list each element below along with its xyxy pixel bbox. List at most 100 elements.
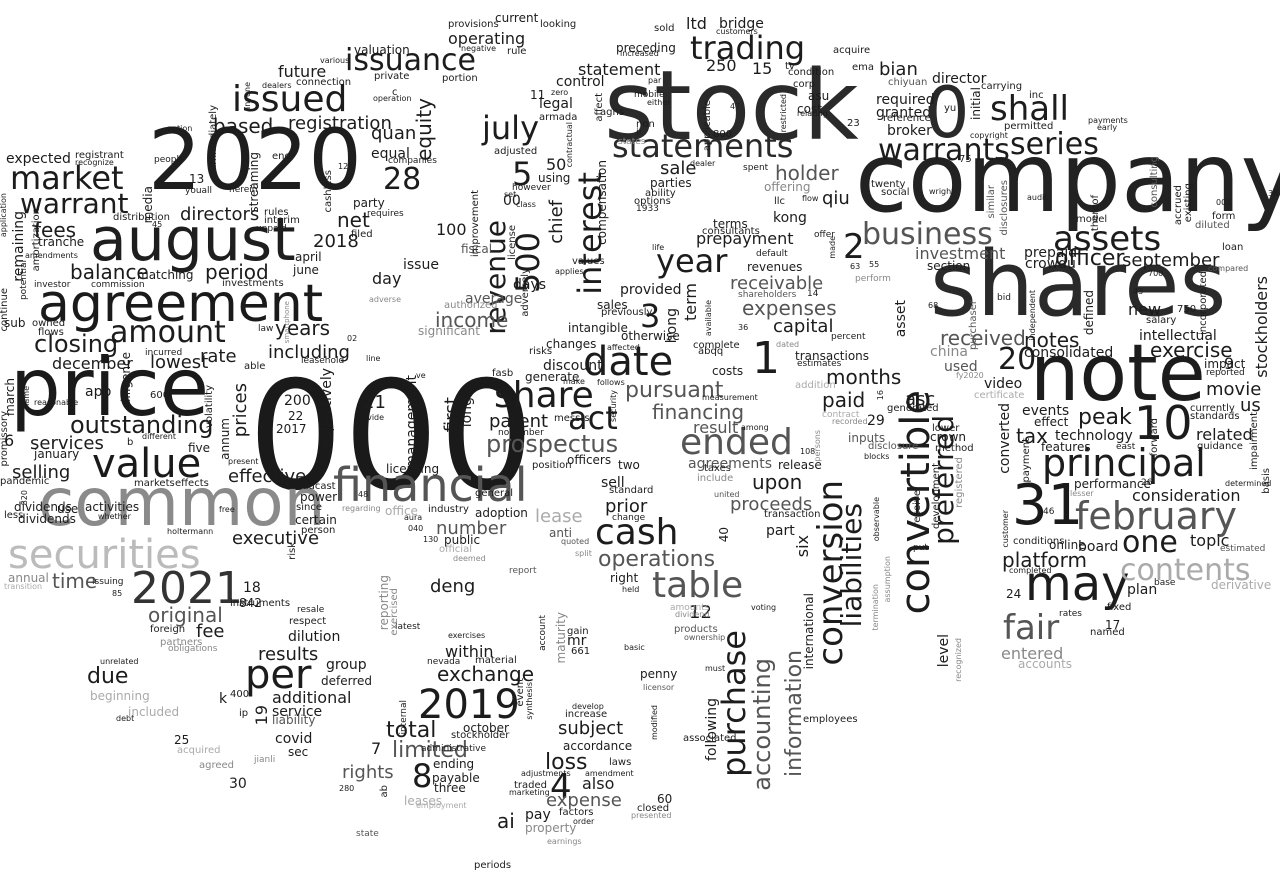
word-38: 38 <box>1268 189 1279 198</box>
word-party: party <box>353 196 385 210</box>
word-bid: bid <box>997 293 1011 303</box>
word-consultants: consultants <box>702 226 760 237</box>
word-permitted: permitted <box>1004 121 1054 132</box>
word-accounts: accounts <box>1018 657 1073 671</box>
word-dealers: dealers <box>262 81 292 90</box>
word-wright: wright <box>929 187 955 196</box>
word-defined: defined <box>1082 290 1096 336</box>
word-reference: reference <box>883 113 931 124</box>
word-measurement: measurement <box>702 393 758 402</box>
word-model: model <box>1076 214 1108 225</box>
word-47: 47 <box>730 102 741 111</box>
word-risk: risk <box>287 542 298 560</box>
word-addition: addition <box>795 380 836 391</box>
word-0: 0 <box>925 72 970 154</box>
word-pursuant: pursuant <box>625 378 724 403</box>
word-based: based <box>213 114 274 138</box>
word-covid: covid <box>275 731 313 747</box>
word-october: october <box>463 721 509 735</box>
word-aghs: aghs <box>600 107 625 118</box>
word-resale: resale <box>297 605 325 615</box>
word-loan: loan <box>1222 242 1244 253</box>
word-rule: rule <box>507 46 527 57</box>
word-blocks: blocks <box>864 452 890 461</box>
word-chiyuan: chiyuan <box>888 77 928 88</box>
word-debt: debt <box>116 714 135 723</box>
word-commission: commission <box>91 280 145 290</box>
word-results: results <box>258 644 319 665</box>
word-administrative: administrative <box>421 744 487 754</box>
word-anti: anti <box>549 526 572 540</box>
word-derivative: derivative <box>1211 578 1272 592</box>
word-chief: chief <box>546 200 567 244</box>
word-46: 46 <box>1043 507 1055 517</box>
word-aura: aura <box>404 513 423 522</box>
word-operations: operations <box>598 547 716 572</box>
word-adoption: adoption <box>475 506 528 520</box>
word-lesser: lesser <box>1070 489 1094 498</box>
word-private: private <box>374 71 410 82</box>
word-par: par <box>648 76 662 85</box>
word-periods: periods <box>474 860 512 871</box>
word-3: 3 <box>640 297 661 335</box>
word-contract: contract <box>822 410 860 420</box>
word-amortization: amortization <box>31 208 42 272</box>
word-shares: shares <box>930 232 1227 337</box>
word-impact: impact <box>1204 357 1246 371</box>
word-assets: assets <box>1053 219 1162 259</box>
word-outstanding: outstanding <box>70 411 214 439</box>
word-investment: investment <box>915 244 1006 263</box>
word-holtermann: holtermann <box>167 527 214 536</box>
word-average: average <box>465 291 523 307</box>
word-copyright: copyright <box>970 131 1008 140</box>
word-owned: owned <box>32 318 66 329</box>
word-notes: notes <box>1024 328 1080 352</box>
word-line: line <box>366 354 381 363</box>
word-property: property <box>525 821 577 835</box>
word-months: months <box>826 365 902 389</box>
word-less: less <box>4 510 24 521</box>
word-early: early <box>1097 123 1118 132</box>
word-determined: determined <box>1225 479 1272 488</box>
word-deferred: deferred <box>321 674 372 688</box>
word-reasonable: reasonable <box>34 398 79 407</box>
word-14: 14 <box>807 289 819 299</box>
word-842: 842 <box>239 596 262 610</box>
word-assumption: assumption <box>883 556 892 603</box>
word-class: class <box>516 200 536 209</box>
word-employment: employment <box>416 801 467 810</box>
word-estimated: estimated <box>1220 544 1266 554</box>
word-9: 9 <box>1224 354 1235 373</box>
word-standards: standards <box>1190 411 1240 422</box>
word-interim: interim <box>264 215 300 226</box>
word-ai: ai <box>497 809 515 833</box>
word-tranche: tranche <box>38 235 85 249</box>
word-sales: sales <box>597 298 628 312</box>
word-three: three <box>434 781 466 795</box>
word-4: 4 <box>550 767 572 807</box>
word-marketing: marketing <box>509 788 550 797</box>
word-ending: ending <box>433 757 475 771</box>
word-broker: broker <box>887 123 932 139</box>
word-beginning: beginning <box>90 689 150 703</box>
word-january: january <box>34 447 80 461</box>
word-impairment: impairment <box>1249 412 1260 470</box>
word-six: six <box>793 535 812 558</box>
word-flows: flows <box>38 327 64 338</box>
word-prices: prices <box>230 383 251 438</box>
word-ema: ema <box>852 62 875 73</box>
word-20: 20 <box>998 342 1037 377</box>
word-unpaid: unpaid <box>256 224 287 234</box>
word-foreign: foreign <box>150 624 186 635</box>
word-condition: condition <box>788 67 835 78</box>
word-128: 128 <box>338 162 354 171</box>
word-note: note <box>1030 329 1206 419</box>
word-affect: affect <box>594 93 605 122</box>
word-annual: annual <box>8 571 49 585</box>
word-incurred: incurred <box>145 348 183 358</box>
word-streaming: streaming <box>247 152 261 213</box>
word-respect: respect <box>289 616 327 627</box>
word-split: split <box>575 549 592 558</box>
word-040: 040 <box>408 524 424 533</box>
word-license: license <box>507 225 518 260</box>
